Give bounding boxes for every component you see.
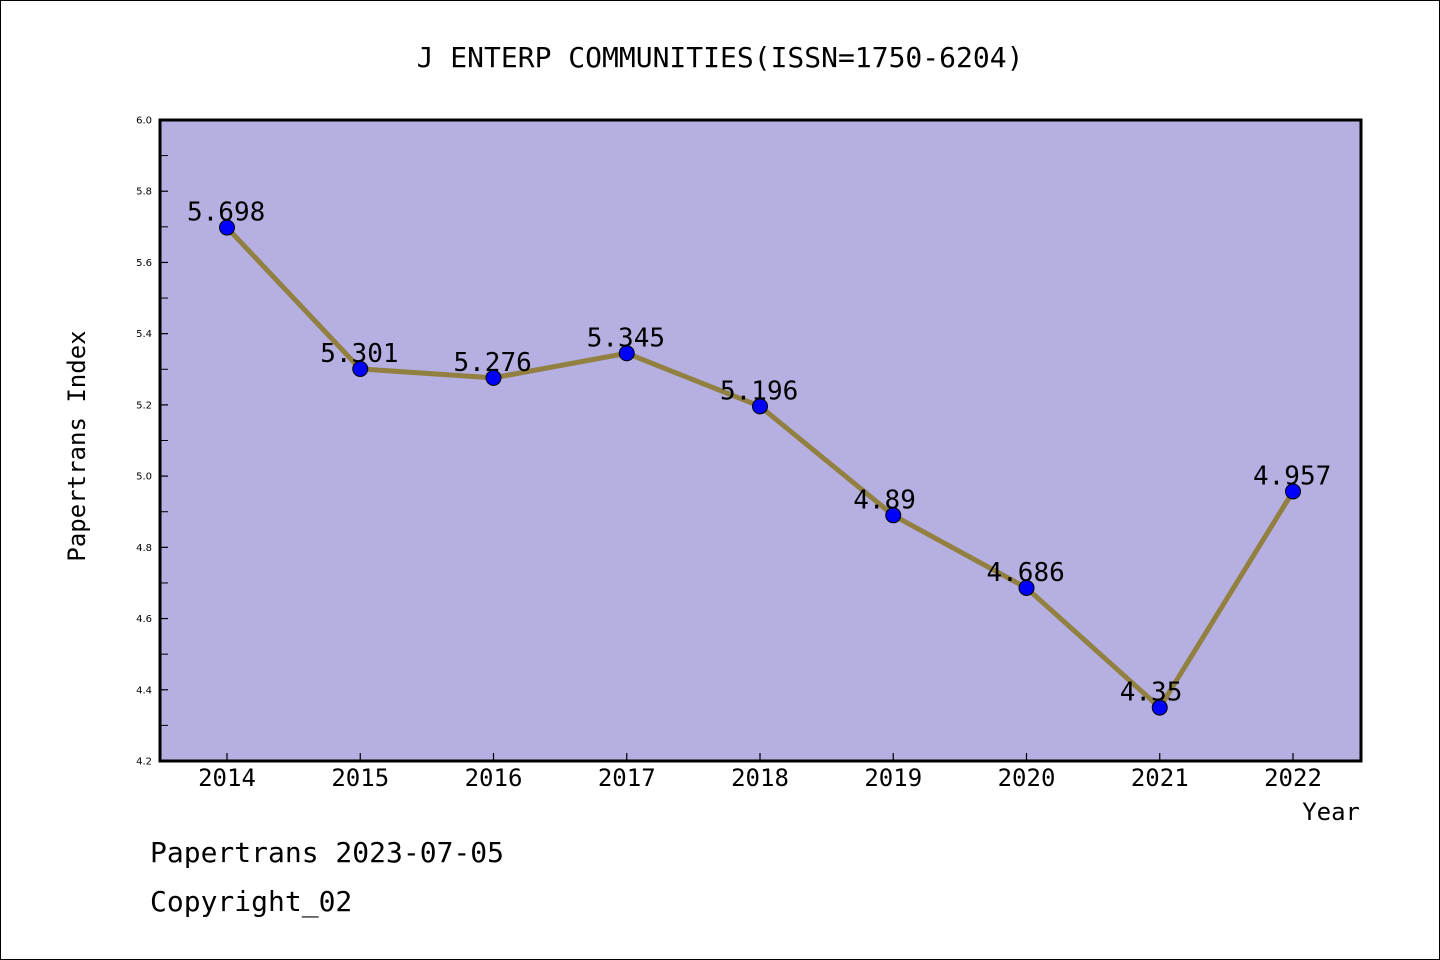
- data-point: [1151, 699, 1168, 716]
- y-tick-label: 5.6: [136, 258, 152, 269]
- data-point: [885, 507, 902, 524]
- data-label: 4.957: [1253, 461, 1331, 491]
- y-tick-label: 5.8: [136, 187, 152, 198]
- x-tick-label: 2021: [1131, 764, 1189, 792]
- data-label: 5.698: [187, 198, 265, 228]
- y-tick-label: 5.0: [136, 472, 152, 483]
- x-tick-label: 2015: [331, 764, 389, 792]
- x-tick-label: 2016: [465, 764, 523, 792]
- data-point: [618, 345, 635, 362]
- y-tick-label: 4.4: [136, 685, 152, 696]
- data-labels: 5.698 5.301 5.276 5.345 5.196 4.89 4.686 4.35 4.…: [187, 198, 1331, 708]
- x-tick-label: 2019: [864, 764, 922, 792]
- data-label: 5.196: [720, 376, 798, 406]
- data-label: 5.345: [587, 323, 665, 353]
- y-tick-label: 5.2: [136, 400, 152, 411]
- data-label: 4.89: [853, 485, 916, 515]
- x-tick-label: 2022: [1264, 764, 1322, 792]
- y-tick-label: 6.0: [136, 116, 152, 127]
- data-point: [752, 398, 768, 415]
- y-axis: 4.2 4.4 4.6 4.8 5.0 5.2 5.4 5.6 5.8 6.0: [136, 116, 168, 768]
- y-tick-label: 4.8: [136, 543, 152, 554]
- x-axis: 2014 2015 2016 2017 2018 2019 2020 2021 2022: [198, 753, 1322, 792]
- data-point: [1018, 579, 1035, 596]
- y-tick-label: 5.4: [136, 329, 152, 340]
- data-label: 5.301: [320, 339, 398, 369]
- chart-title: J ENTERP COMMUNITIES(ISSN=1750-6204): [417, 41, 1024, 74]
- data-label: 4.686: [987, 558, 1065, 588]
- data-label: 5.276: [454, 348, 532, 378]
- data-point: [1285, 483, 1301, 500]
- plot-area: [158, 118, 1363, 763]
- y-axis-label: Papertrans Index: [63, 330, 91, 561]
- y-tick-label: 4.2: [136, 757, 152, 768]
- x-tick-label: 2020: [998, 764, 1056, 792]
- x-axis-label: Year: [1302, 798, 1360, 826]
- y-tick-label: 4.6: [136, 614, 152, 625]
- data-point: [352, 360, 369, 377]
- x-tick-label: 2018: [731, 764, 789, 792]
- x-tick-label: 2014: [198, 764, 256, 792]
- data-points: [219, 219, 1301, 716]
- footer-date: Papertrans 2023-07-05: [150, 836, 505, 869]
- data-point: [485, 369, 502, 386]
- data-label: 4.35: [1120, 678, 1183, 708]
- data-point: [219, 219, 235, 236]
- footer-copyright: Copyright_02: [150, 885, 353, 918]
- x-tick-label: 2017: [598, 764, 656, 792]
